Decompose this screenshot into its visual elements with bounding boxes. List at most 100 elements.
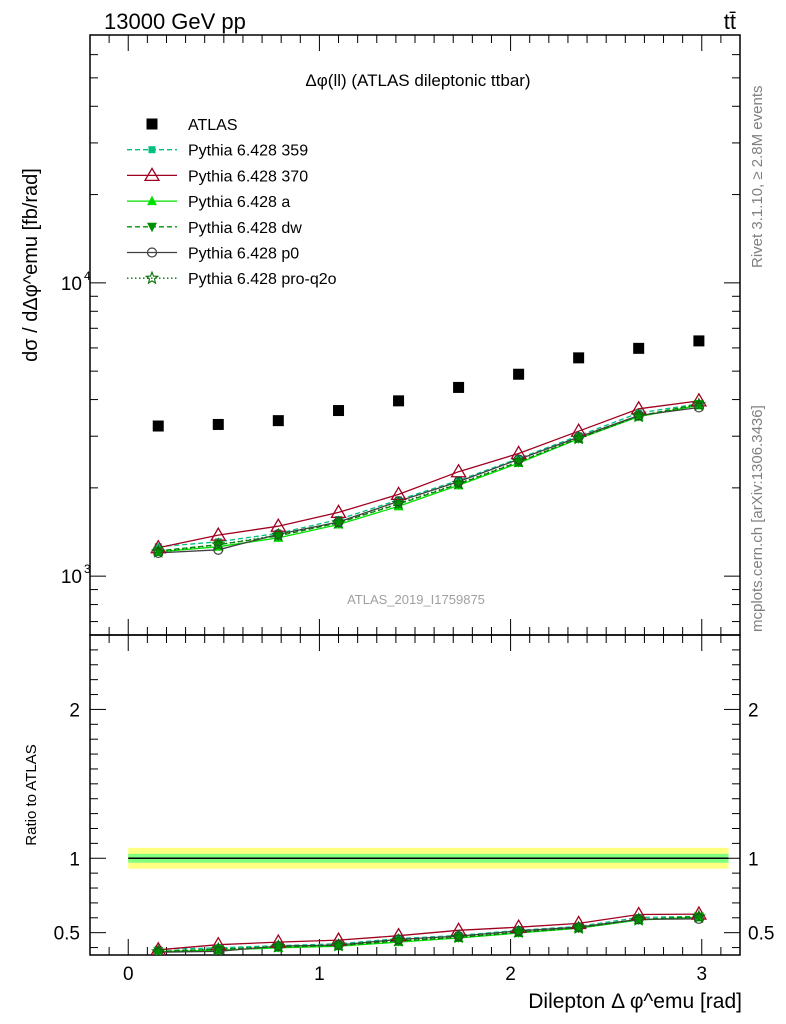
main-x-ticks (89, 35, 741, 635)
main-y-tick-label-exponent: 3 (84, 562, 91, 576)
legend-label: Pythia 6.428 dw (188, 220, 302, 237)
rivet-label: Rivet 3.1.10, ≥ 2.8M events (749, 86, 766, 269)
main-data-point (451, 475, 466, 490)
ratio-data-point (391, 933, 406, 947)
main-chart-title: Δφ(ll) (ATLAS dileptonic ttbar) (305, 71, 530, 90)
main-series-line (158, 404, 700, 553)
main-data-point (513, 368, 525, 380)
main-data-point (273, 532, 284, 542)
legend-marker (147, 195, 157, 206)
main-data-point (453, 480, 464, 490)
main-data-point (212, 418, 224, 430)
watermark-label: ATLAS_2019_I1759875 (347, 592, 485, 607)
ratio-x-tick-label: 2 (505, 964, 516, 985)
ratio-data-point (693, 913, 704, 924)
main-data-point (571, 430, 586, 445)
main-data-point (393, 500, 404, 510)
legend: ATLAS Pythia 6.428 359 Pythia 6.428 370 Pyt… (127, 117, 337, 288)
ratio-y-tick-label: 1 (748, 849, 759, 870)
ratio-data-point (211, 941, 226, 955)
ratio-data-point (631, 912, 646, 926)
main-data-point (331, 515, 346, 529)
main-series-line (158, 404, 700, 553)
ratio-data-point (151, 944, 166, 955)
main-series-line (158, 403, 699, 548)
main-data-point (272, 415, 284, 427)
main-y-axis-label: dσ / dΔφ^emu [fb/rad] (20, 168, 42, 362)
main-data-point (333, 405, 345, 417)
ratio-panel-frame (89, 634, 741, 956)
legend-label: Pythia 6.428 pro-q2o (188, 271, 337, 288)
ratio-data-point (453, 933, 464, 943)
main-series-line (158, 406, 699, 554)
ratio-series-line (158, 913, 699, 951)
main-data-point (391, 495, 406, 510)
ratio-series-markers (150, 905, 708, 955)
main-data-point (151, 544, 166, 558)
ratio-y-tick-label: 2 (748, 700, 759, 721)
main-data-point (271, 527, 286, 542)
main-data-point (393, 395, 405, 407)
main-data-point (213, 544, 224, 555)
ratio-panel: 0.5 0.5 1 1 2 2 0 1 2 3 Ratio to ATLAS Dilepton … (23, 634, 774, 1013)
legend-label: Pythia 6.428 p0 (188, 246, 299, 263)
main-series-line (158, 400, 699, 549)
legend-label: Pythia 6.428 a (188, 194, 290, 211)
legend-marker (146, 247, 158, 258)
legend-label: Pythia 6.428 359 (188, 143, 308, 160)
main-series-lines (158, 400, 700, 554)
ratio-data-point (331, 938, 346, 952)
main-y-tick-label: 10 (61, 274, 82, 295)
ratio-x-ticks: 0 1 2 3 (89, 635, 741, 985)
ratio-y-axis-label: Ratio to ATLAS (23, 744, 40, 845)
ratio-data-point (691, 909, 707, 924)
ratio-y-ticks: 0.5 0.5 1 1 2 2 (54, 649, 774, 949)
legend-marker (146, 118, 158, 130)
main-data-point (270, 517, 287, 532)
mcplots-label: mcplots.cern.ch [arXiv:1306.3436] (749, 405, 766, 632)
ratio-y-tick-label: 1 (69, 849, 80, 870)
energy-label: 13000 GeV pp (104, 9, 246, 34)
main-data-point (691, 397, 707, 411)
ratio-data-point (273, 942, 284, 953)
ratio-data-point (213, 946, 224, 955)
ratio-x-tick-label: 0 (123, 964, 134, 985)
ratio-data-point (571, 920, 586, 935)
legend-marker (147, 222, 157, 233)
main-data-point (153, 547, 164, 559)
ratio-y-tick-label: 0.5 (748, 924, 774, 945)
main-data-point (511, 453, 526, 468)
legend-label: Pythia 6.428 370 (188, 168, 308, 185)
legend-marker (144, 270, 160, 285)
main-series-line (158, 403, 700, 552)
ratio-data-point (393, 937, 404, 947)
main-data-point (633, 342, 645, 354)
ratio-x-tick-label: 1 (314, 964, 325, 985)
ratio-series-line (158, 915, 699, 950)
main-y-tick-label-exponent: 4 (84, 269, 91, 283)
ratio-data-point (511, 924, 526, 939)
legend-marker (143, 167, 161, 182)
main-data-point (513, 458, 524, 468)
ratio-uncertainty-band (128, 847, 729, 869)
main-data-point (211, 537, 226, 551)
x-axis-label: Dilepton Δ φ^emu [rad] (528, 990, 742, 1013)
ratio-data-point (451, 929, 466, 944)
main-series-markers (150, 335, 708, 559)
ratio-y-tick-label: 2 (69, 700, 80, 721)
ratio-x-tick-label: 3 (696, 964, 707, 985)
ratio-y-tick-label: 0.5 (54, 924, 80, 945)
main-data-point (631, 408, 646, 423)
ratio-data-point (513, 928, 524, 938)
main-y-tick-label: 10 (61, 567, 82, 588)
legend-marker (148, 146, 156, 154)
legend-label: ATLAS (188, 117, 238, 134)
process-label: tt̄ (724, 9, 736, 34)
main-data-point (453, 381, 465, 393)
ratio-data-point (153, 947, 164, 955)
ratio-series-line (158, 918, 699, 953)
main-data-point (693, 402, 704, 413)
